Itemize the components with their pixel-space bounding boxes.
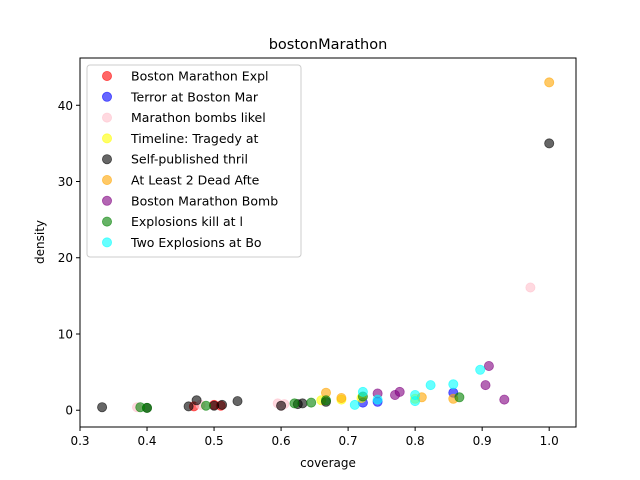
data-point bbox=[544, 77, 555, 88]
legend-marker bbox=[102, 195, 113, 206]
legend-marker bbox=[102, 91, 113, 102]
legend-label: Terror at Boston Mar bbox=[130, 89, 259, 104]
legend-marker bbox=[102, 216, 113, 227]
legend-marker bbox=[102, 174, 113, 185]
data-point bbox=[336, 392, 347, 403]
x-tick-label: 1.0 bbox=[540, 434, 559, 448]
legend-marker bbox=[102, 237, 113, 248]
data-point bbox=[232, 396, 243, 407]
data-point bbox=[276, 400, 287, 411]
data-point bbox=[200, 400, 211, 411]
data-point bbox=[454, 392, 465, 403]
x-tick-label: 0.9 bbox=[473, 434, 492, 448]
x-axis-ticks: 0.3 0.4 0.5 0.6 0.7 0.8 0.9 1.0 bbox=[70, 427, 559, 448]
data-point bbox=[191, 395, 202, 406]
legend: Boston Marathon Expl Terror at Boston Mar… bbox=[86, 64, 302, 258]
legend-marker bbox=[102, 71, 113, 82]
data-point bbox=[483, 360, 494, 371]
data-point bbox=[525, 282, 536, 293]
data-point bbox=[372, 394, 383, 405]
legend-label: At Least 2 Dead Afte bbox=[131, 173, 260, 188]
legend-marker bbox=[102, 154, 113, 165]
x-tick-label: 0.4 bbox=[137, 434, 156, 448]
data-point bbox=[141, 402, 152, 413]
y-axis-ticks: 0 10 20 30 40 bbox=[58, 99, 80, 418]
x-tick-label: 0.8 bbox=[406, 434, 425, 448]
legend-label: Self-published thril bbox=[131, 152, 248, 167]
data-point bbox=[425, 380, 436, 391]
y-tick-label: 0 bbox=[65, 404, 73, 418]
legend-items: Boston Marathon Expl Terror at Boston Mar… bbox=[102, 69, 278, 250]
legend-label: Marathon bombs likel bbox=[131, 110, 266, 125]
legend-box bbox=[86, 64, 302, 258]
chart-title: bostonMarathon bbox=[269, 37, 388, 53]
x-tick-label: 0.7 bbox=[339, 434, 358, 448]
y-tick-label: 30 bbox=[58, 175, 73, 189]
data-point bbox=[394, 386, 405, 397]
x-tick-label: 0.3 bbox=[70, 434, 89, 448]
y-tick-label: 20 bbox=[58, 251, 73, 265]
x-tick-label: 0.6 bbox=[272, 434, 291, 448]
data-points bbox=[97, 77, 555, 413]
data-point bbox=[289, 398, 300, 409]
legend-label: Two Explosions at Bo bbox=[130, 235, 262, 250]
y-tick-label: 40 bbox=[58, 99, 73, 113]
legend-marker bbox=[102, 112, 113, 123]
data-point bbox=[544, 138, 555, 149]
data-point bbox=[357, 386, 368, 397]
legend-marker bbox=[102, 133, 113, 144]
y-tick-label: 10 bbox=[58, 327, 73, 341]
data-point bbox=[480, 380, 491, 391]
data-point bbox=[217, 399, 228, 410]
data-point bbox=[97, 402, 108, 413]
data-point bbox=[410, 389, 421, 400]
x-axis-label: coverage bbox=[300, 456, 356, 470]
legend-label: Boston Marathon Expl bbox=[131, 69, 269, 84]
data-point bbox=[183, 401, 194, 412]
data-point bbox=[475, 364, 486, 375]
data-point bbox=[306, 397, 317, 408]
data-point bbox=[320, 395, 331, 406]
data-point bbox=[349, 399, 360, 410]
data-point bbox=[499, 394, 510, 405]
legend-label: Boston Marathon Bomb bbox=[131, 193, 278, 208]
plot-area-frame bbox=[79, 57, 577, 428]
data-point bbox=[448, 379, 459, 390]
x-tick-label: 0.5 bbox=[205, 434, 224, 448]
legend-label: Explosions kill at l bbox=[131, 214, 243, 229]
legend-label: Timeline: Tragedy at bbox=[130, 131, 259, 146]
y-axis-label: density bbox=[33, 220, 47, 264]
